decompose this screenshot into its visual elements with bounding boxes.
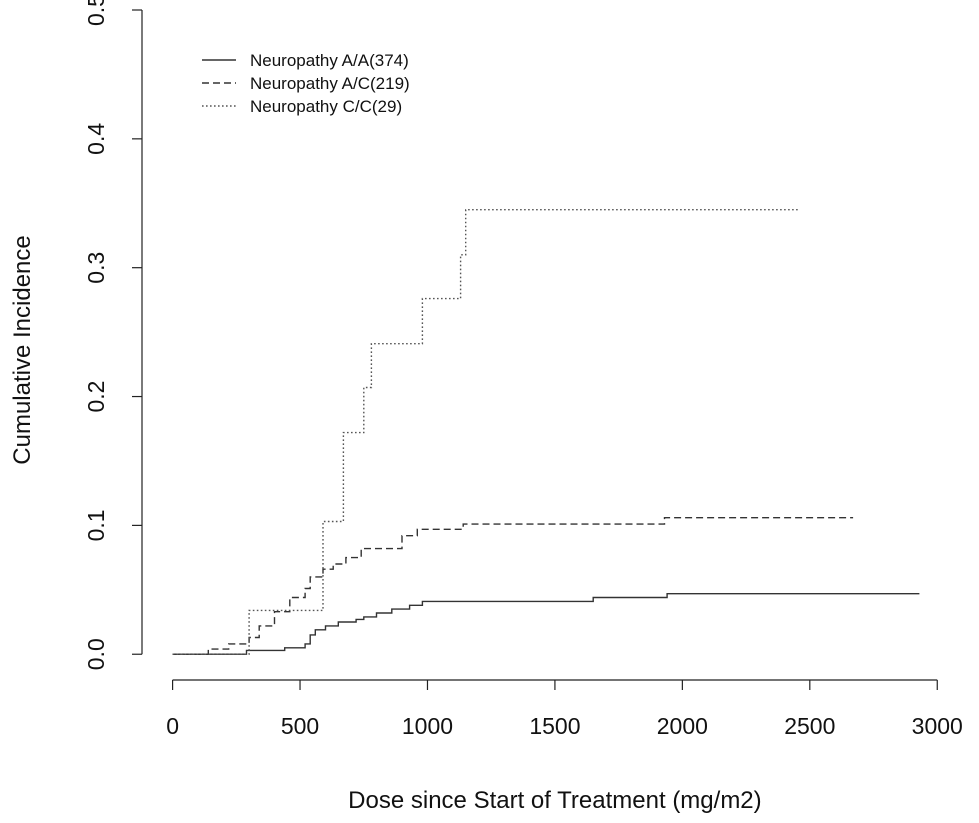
y-tick-label: 0.4 xyxy=(83,123,109,155)
series-line-1 xyxy=(172,593,920,655)
legend-entry-2: Neuropathy A/C(219) xyxy=(250,74,410,93)
x-tick-label: 3000 xyxy=(912,713,963,739)
series-group xyxy=(172,209,920,655)
series-line-2 xyxy=(172,517,854,655)
y-tick-label: 0.0 xyxy=(83,638,109,670)
legend: Neuropathy A/A(374) Neuropathy A/C(219) Ne… xyxy=(202,51,410,116)
y-tick-label: 0.3 xyxy=(83,252,109,284)
x-ticks: 0 500 1000 1500 2000 2500 3000 xyxy=(166,680,963,739)
series-line-3 xyxy=(172,209,800,655)
x-tick-label: 0 xyxy=(166,713,179,739)
legend-entry-3: Neuropathy C/C(29) xyxy=(250,97,402,116)
y-tick-label: 0.1 xyxy=(83,509,109,541)
x-tick-label: 2000 xyxy=(657,713,708,739)
y-axis-label: Cumulative Incidence xyxy=(9,235,36,464)
y-tick-label: 0.5 xyxy=(83,0,109,26)
x-tick-label: 2500 xyxy=(784,713,835,739)
x-tick-label: 1000 xyxy=(402,713,453,739)
legend-entry-1: Neuropathy A/A(374) xyxy=(250,51,409,70)
x-tick-label: 500 xyxy=(281,713,319,739)
y-ticks: 0.0 0.1 0.2 0.3 0.4 0.5 xyxy=(83,0,142,670)
x-axis-label: Dose since Start of Treatment (mg/m2) xyxy=(348,787,761,814)
y-tick-label: 0.2 xyxy=(83,381,109,413)
x-tick-label: 1500 xyxy=(529,713,580,739)
